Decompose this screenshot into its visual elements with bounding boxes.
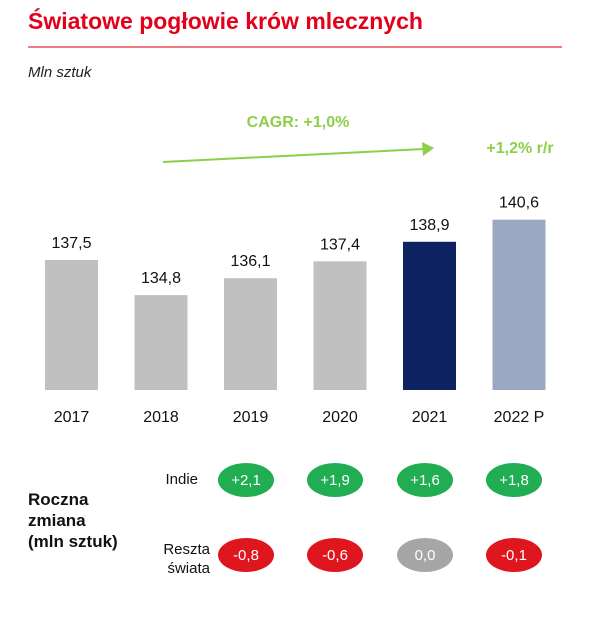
rest-of-world-change-pill: -0,1	[486, 538, 542, 572]
bar-2022-p	[492, 219, 546, 390]
bar-2021	[403, 241, 456, 390]
cagr-arrow-line	[162, 148, 425, 163]
annual-change-label: Roczna zmiana (mln sztuk)	[28, 489, 118, 552]
annual-change-label-line-2: zmiana	[28, 511, 86, 530]
annual-change-label-line-3: (mln sztuk)	[28, 532, 118, 551]
x-tick-2022-p: 2022 P	[494, 409, 545, 426]
row-label-rest-of-world: Reszta świata	[118, 540, 210, 578]
row-label-india: Indie	[118, 470, 198, 489]
india-change-pill: +1,8	[486, 463, 542, 497]
india-change-pill: +1,6	[397, 463, 453, 497]
bar-2020	[313, 261, 367, 390]
x-tick-2018: 2018	[143, 409, 179, 426]
annual-change-label-line-1: Roczna	[28, 490, 89, 509]
india-change-pill: +2,1	[218, 463, 274, 497]
rest-of-world-change-pill: 0,0	[397, 538, 453, 572]
data-label-2019: 136,1	[230, 253, 270, 270]
row-label-rest-line-1: Reszta	[163, 541, 210, 558]
bar-2018	[134, 295, 188, 390]
x-tick-2020: 2020	[322, 409, 358, 426]
title-divider	[28, 46, 562, 48]
yoy-annotation: +1,2% r/r	[486, 140, 553, 157]
cagr-arrow-head	[422, 142, 434, 156]
data-label-2021: 138,9	[409, 217, 449, 234]
data-label-2022-p: 140,6	[499, 195, 539, 212]
india-change-pill: +1,9	[307, 463, 363, 497]
data-label-2020: 137,4	[320, 236, 360, 253]
x-tick-2021: 2021	[412, 409, 448, 426]
bar-2017	[45, 260, 98, 390]
data-label-2018: 134,8	[141, 270, 181, 287]
x-tick-2017: 2017	[54, 409, 90, 426]
x-tick-2019: 2019	[233, 409, 269, 426]
rest-of-world-change-pill: -0,8	[218, 538, 274, 572]
row-label-rest-line-2: świata	[167, 560, 210, 577]
bar-chart: 137,5 2017 134,8 2018 136,1 2019 137,4 2020 138,…	[45, 114, 554, 426]
cagr-annotation: CAGR: +1,0%	[247, 114, 350, 131]
data-label-2017: 137,5	[51, 235, 91, 252]
page-title: Światowe pogłowie krów mlecznych	[28, 8, 423, 34]
bar-2019	[224, 278, 277, 390]
unit-label: Mln sztuk	[28, 64, 92, 81]
rest-of-world-change-pill: -0,6	[307, 538, 363, 572]
row-label-india-text: Indie	[165, 471, 198, 488]
